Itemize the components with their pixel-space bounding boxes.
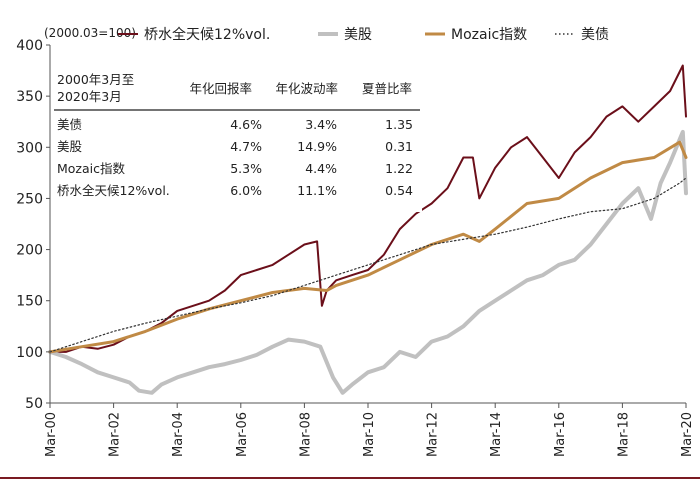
table-header-cell: 夏普比率 xyxy=(362,81,412,96)
series-line-0 xyxy=(49,64,687,353)
y-tick-label: 300 xyxy=(16,140,43,156)
legend-label: 美股 xyxy=(344,27,372,43)
table-header-cell: 2000年3月至 xyxy=(57,72,134,87)
table-row-label: 桥水全天候12%vol. xyxy=(57,183,170,198)
series-line-2 xyxy=(48,140,688,354)
y-tick-label: 100 xyxy=(16,345,43,361)
x-tick-label: Mar-16 xyxy=(553,412,568,457)
table-cell: 0.31 xyxy=(385,139,413,154)
y-tick-labels: 50 100 150 200 250 300 350 400 xyxy=(16,38,50,412)
x-tick-label: Mar-10 xyxy=(362,412,377,457)
table-cell: 0.54 xyxy=(385,183,413,198)
y-tick-label: 50 xyxy=(25,396,43,412)
series-line-1 xyxy=(48,129,688,395)
table-header-cell: 2020年3月 xyxy=(57,89,122,104)
x-tick-labels: Mar-00 Mar-02 Mar-04 Mar-06 Mar-08 Mar-10 Mar-… xyxy=(44,403,695,457)
y-tick-label: 200 xyxy=(16,243,43,259)
y-tick-label: 250 xyxy=(16,191,43,207)
unit-label: (2000.03=100) xyxy=(44,26,136,40)
x-tick-label: Mar-08 xyxy=(298,412,313,457)
table-row-label: Mozaic指数 xyxy=(57,161,125,176)
table-cell: 1.35 xyxy=(385,117,413,132)
table-cell: 1.22 xyxy=(385,161,413,176)
legend-label: 桥水全天候12%vol. xyxy=(144,26,270,43)
table-row-label: 美股 xyxy=(57,139,83,154)
table-cell: 4.4% xyxy=(305,161,337,176)
legend: 桥水全天候12%vol. 美股 Mozaic指数 美债 xyxy=(118,26,609,43)
series-line-3 xyxy=(49,177,687,353)
table-cell: 11.1% xyxy=(297,183,337,198)
table-row-label: 美债 xyxy=(57,117,82,132)
x-tick-label: Mar-06 xyxy=(235,412,250,457)
table-header-cell: 年化回报率 xyxy=(189,81,252,96)
legend-label: 美债 xyxy=(581,27,609,43)
table-cell: 4.7% xyxy=(230,139,262,154)
x-tick-label: Mar-00 xyxy=(44,412,59,457)
x-tick-label: Mar-02 xyxy=(108,412,123,457)
table-cell: 4.6% xyxy=(230,117,262,132)
y-tick-label: 150 xyxy=(16,294,43,310)
y-tick-label: 350 xyxy=(16,89,43,105)
series-lines xyxy=(48,64,688,395)
x-tick-label: Mar-04 xyxy=(171,412,186,457)
table-header-cell: 年化波动率 xyxy=(275,81,338,96)
table-background xyxy=(52,64,422,212)
x-tick-label: Mar-20 xyxy=(680,412,695,457)
x-tick-label: Mar-12 xyxy=(426,412,441,457)
table-cell: 6.0% xyxy=(230,183,262,198)
legend-label: Mozaic指数 xyxy=(451,27,527,43)
table-cell: 5.3% xyxy=(230,161,262,176)
y-tick-label: 400 xyxy=(16,38,43,54)
x-tick-label: Mar-14 xyxy=(489,412,504,457)
table-cell: 3.4% xyxy=(305,117,337,132)
table-cell: 14.9% xyxy=(297,139,337,154)
x-tick-label: Mar-18 xyxy=(616,412,631,457)
